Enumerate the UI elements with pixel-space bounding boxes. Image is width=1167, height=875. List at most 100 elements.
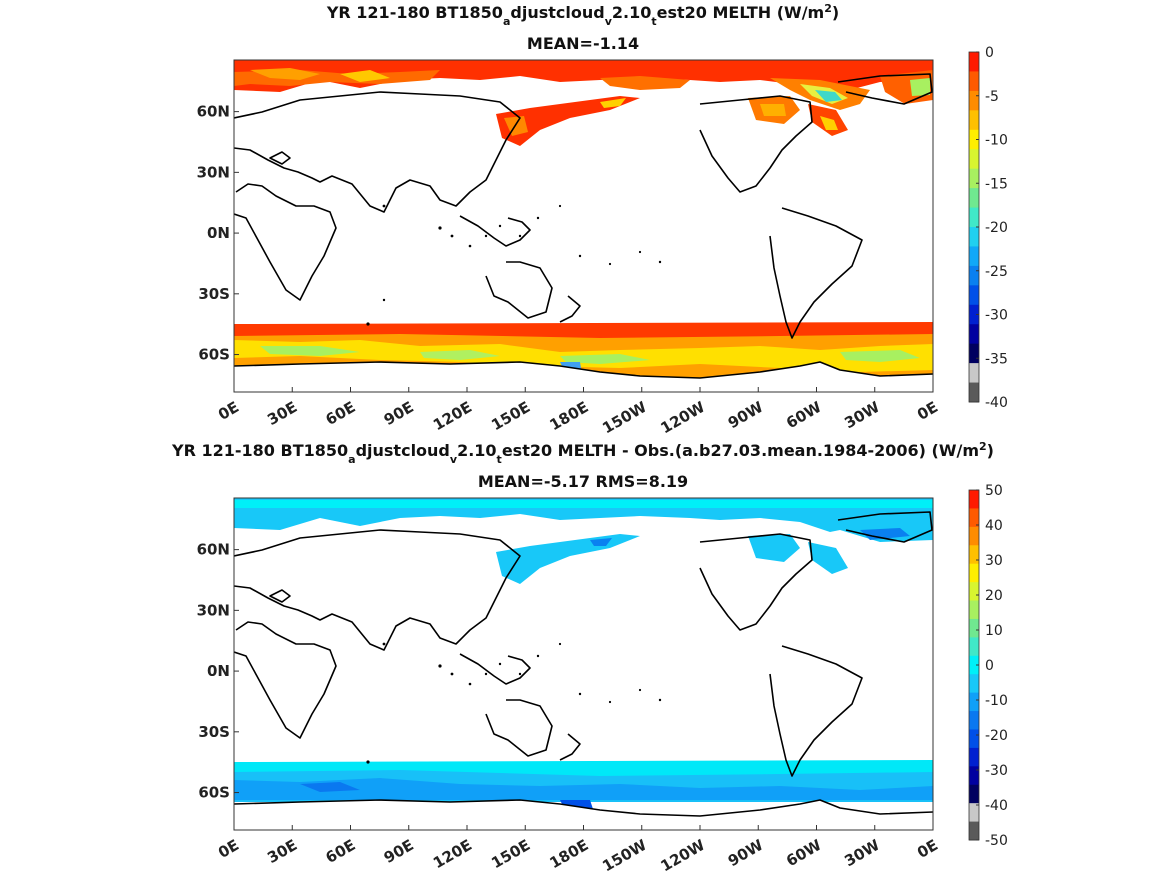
x-tick-label: 60W <box>783 398 825 433</box>
x-tick-label: 60W <box>783 836 825 871</box>
panel-bottom-colorbar: 50 40 30 20 10 0 -10 -20 -30 -40 -50 <box>968 483 1008 849</box>
colorbar-swatch <box>969 655 979 675</box>
colorbar-tick-label: 40 <box>985 518 1003 534</box>
x-tick-label: 180E <box>547 836 592 872</box>
y-tick-label: 60N <box>197 541 230 559</box>
x-tick-label: 90W <box>725 398 767 433</box>
colorbar-swatch <box>969 363 979 384</box>
x-tick-label: 60E <box>323 398 359 429</box>
panel-bottom-x-ticks: 0E 30E 60E 90E 120E 150E 180E 150W 120W 90W 60W 30W… <box>215 825 941 875</box>
panel-top-y-ticks: 60N 30N 0N 30S 60S <box>197 103 239 364</box>
x-tick-label: 30E <box>264 836 300 867</box>
colorbar-swatch <box>969 821 979 841</box>
colorbar-tick-label: -10 <box>985 133 1008 149</box>
colorbar-swatch <box>969 563 979 583</box>
colorbar-swatch <box>969 304 979 325</box>
colorbar-tick-label: -50 <box>985 833 1008 849</box>
colorbar-swatch <box>969 618 979 638</box>
colorbar-swatch <box>969 784 979 804</box>
panel-bottom-map <box>234 498 933 830</box>
colorbar-tick-label: -30 <box>985 308 1008 324</box>
x-tick-label: 120W <box>658 398 709 438</box>
x-tick-label: 90E <box>381 836 417 867</box>
panel-bottom-subtitle: MEAN=-5.17 RMS=8.19 <box>478 472 688 491</box>
colorbar-swatch <box>969 692 979 712</box>
colorbar-swatch <box>969 508 979 528</box>
colorbar-swatch <box>969 747 979 767</box>
colorbar-tick-label: -20 <box>985 220 1008 236</box>
colorbar-swatch <box>969 246 979 267</box>
colorbar-swatch <box>969 526 979 546</box>
colorbar-swatch <box>969 803 979 823</box>
colorbar-tick-label: 30 <box>985 553 1003 569</box>
x-tick-label: 150W <box>599 836 650 875</box>
y-tick-label: 30S <box>198 723 230 741</box>
colorbar-tick-label: -30 <box>985 763 1008 779</box>
y-tick-label: 30S <box>198 285 230 303</box>
colorbar-tick-label: 10 <box>985 623 1003 639</box>
colorbar-swatch <box>969 188 979 209</box>
colorbar-tick-label: 0 <box>985 658 994 674</box>
y-tick-label: 30N <box>197 601 230 619</box>
y-tick-label: 60S <box>198 784 230 802</box>
colorbar-swatch <box>969 90 979 111</box>
panel-top-subtitle: MEAN=-1.14 <box>527 34 639 53</box>
colorbar-tick-label: -40 <box>985 798 1008 814</box>
x-tick-label: 90W <box>725 836 767 871</box>
panel-bottom-title: YR 121-180 BT1850adjustcloudv2.10test20 … <box>171 440 994 466</box>
y-tick-label: 60S <box>198 346 230 364</box>
colorbar-swatch <box>969 545 979 565</box>
x-tick-label: 150E <box>488 836 533 872</box>
panel-bottom: YR 121-180 BT1850adjustcloudv2.10test20 … <box>171 440 1008 875</box>
x-tick-label: 90E <box>381 398 417 429</box>
colorbar-tick-label: -10 <box>985 693 1008 709</box>
colorbar-swatch <box>969 637 979 657</box>
colorbar-tick-label: 50 <box>985 483 1003 499</box>
x-tick-label: 120E <box>430 398 475 434</box>
colorbar-swatch <box>969 711 979 730</box>
panel-top: YR 121-180 BT1850adjustcloudv2.10test20 … <box>197 2 1008 438</box>
panel-top-colorbar: 0 -5 -10 -15 -20 -25 -30 -35 -40 <box>968 45 1008 411</box>
y-tick-label: 0N <box>207 224 230 242</box>
colorbar-swatch <box>969 343 979 364</box>
colorbar-swatch <box>969 149 979 170</box>
colorbar-swatch <box>969 110 979 131</box>
colorbar-swatch <box>969 382 979 403</box>
colorbar-tick-label: -35 <box>985 351 1008 367</box>
colorbar-tick-label: 20 <box>985 588 1003 604</box>
colorbar-swatch <box>969 729 979 749</box>
x-tick-label: 0E <box>914 398 941 424</box>
x-tick-label: 150E <box>488 398 533 434</box>
colorbar-tick-label: -15 <box>985 176 1008 192</box>
colorbar-tick-label: -40 <box>985 395 1008 411</box>
colorbar-swatch <box>969 490 979 509</box>
colorbar-swatch <box>969 265 979 286</box>
panel-top-title: YR 121-180 BT1850adjustcloudv2.10test20 … <box>326 2 839 28</box>
colorbar-swatch <box>969 168 979 189</box>
y-tick-label: 0N <box>207 662 230 680</box>
colorbar-swatch <box>969 129 979 150</box>
colorbar-tick-label: -25 <box>985 264 1008 280</box>
x-tick-label: 120E <box>430 836 475 872</box>
colorbar-tick-label: -20 <box>985 728 1008 744</box>
x-tick-label: 120W <box>658 836 709 875</box>
colorbar-swatch <box>969 52 979 72</box>
colorbar-swatch <box>969 324 979 345</box>
colorbar-swatch <box>969 766 979 786</box>
colorbar-tick-label: -5 <box>985 89 999 105</box>
colorbar-swatch <box>969 285 979 306</box>
x-tick-label: 0E <box>215 398 242 424</box>
y-tick-label: 60N <box>197 103 230 121</box>
colorbar-swatch <box>969 582 979 602</box>
colorbar-swatch <box>969 207 979 228</box>
panel-bottom-y-ticks: 60N 30N 0N 30S 60S <box>197 541 239 802</box>
x-tick-label: 150W <box>599 398 650 438</box>
panel-top-x-ticks: 0E 30E 60E 90E 120E 150E 180E 150W 120W 90W 60W 30W… <box>215 387 941 437</box>
x-tick-label: 180E <box>547 398 592 434</box>
colorbar-swatch <box>969 674 979 694</box>
colorbar-tick-label: 0 <box>985 45 994 61</box>
x-tick-label: 0E <box>215 836 242 862</box>
panel-top-map <box>234 60 933 392</box>
x-tick-label: 30W <box>841 398 883 433</box>
